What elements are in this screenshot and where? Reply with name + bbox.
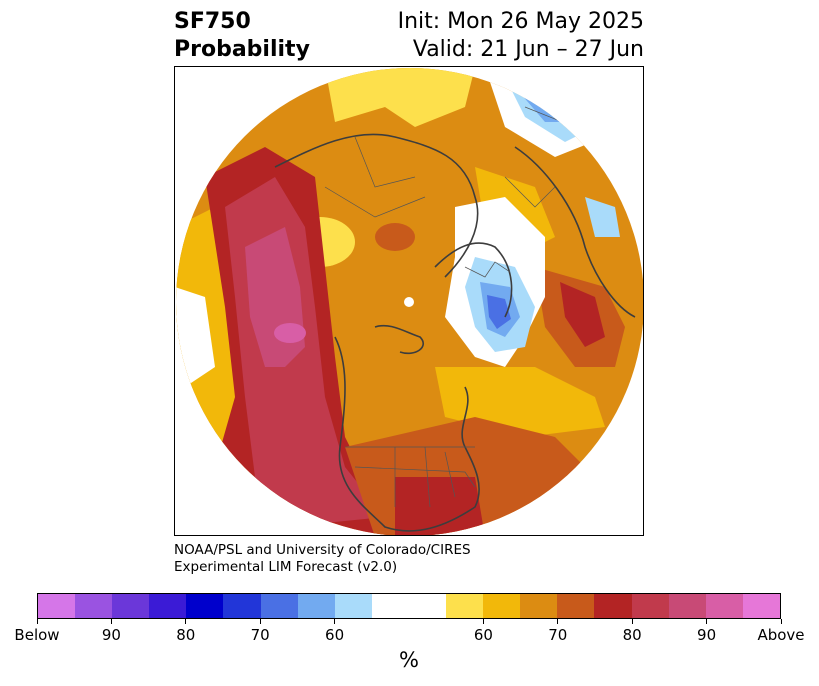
colorbar-tick [482, 619, 484, 624]
colorbar-swatch [371, 594, 409, 618]
colorbar-tick-label: 60 [325, 626, 345, 644]
colorbar-tick-label: Below [14, 626, 60, 644]
colorbar-tick-label: 80 [176, 626, 196, 644]
colorbar-swatch [112, 594, 150, 618]
colorbar-swatch [668, 594, 706, 618]
colorbar-tick-label: 70 [548, 626, 568, 644]
colorbar-swatch [483, 594, 521, 618]
colorbar-tick [259, 619, 261, 624]
colorbar-swatch [446, 594, 484, 618]
colorbar-swatch [334, 594, 372, 618]
probability-field [176, 68, 643, 535]
credit-text: NOAA/PSL and University of Colorado/CIRE… [174, 542, 471, 576]
colorbar-tick [631, 619, 633, 624]
colorbar-swatch [297, 594, 335, 618]
colorbar-swatch [186, 594, 224, 618]
colorbar-tick [36, 619, 38, 624]
colorbar [37, 593, 781, 619]
colorbar-swatch [149, 594, 187, 618]
colorbar-swatch [408, 594, 447, 618]
colorbar-unit: % [399, 648, 419, 672]
colorbar-tick [185, 619, 187, 624]
colorbar-tick [110, 619, 112, 624]
colorbar-swatch [705, 594, 743, 618]
colorbar-tick-label: Above [757, 626, 805, 644]
colorbar-tick-label: 80 [622, 626, 642, 644]
colorbar-swatch [742, 594, 780, 618]
colorbar-tick-label: 70 [250, 626, 270, 644]
colorbar-swatch [38, 594, 76, 618]
valid-range: Valid: 21 Jun – 27 Jun [412, 37, 644, 62]
map-canvas [176, 68, 643, 535]
colorbar-swatch [557, 594, 595, 618]
colorbar-swatch [223, 594, 261, 618]
colorbar-tick [706, 619, 708, 624]
colorbar-tick-label: 90 [697, 626, 717, 644]
colorbar-tick-label: 90 [101, 626, 121, 644]
credit-line-1: NOAA/PSL and University of Colorado/CIRE… [174, 542, 471, 558]
colorbar-swatch [75, 594, 113, 618]
title-probability: Probability [174, 37, 310, 62]
title-variable: SF750 [174, 9, 251, 34]
colorbar-swatch [520, 594, 558, 618]
map-title: SF750 Probability [174, 8, 310, 64]
forecast-dates: Init: Mon 26 May 2025 Valid: 21 Jun – 27… [398, 8, 644, 64]
colorbar-tick [780, 619, 782, 624]
colorbar-swatch [594, 594, 632, 618]
colorbar-tick [334, 619, 336, 624]
colorbar-tick [557, 619, 559, 624]
init-date: Init: Mon 26 May 2025 [397, 9, 644, 34]
credit-line-2: Experimental LIM Forecast (v2.0) [174, 559, 398, 575]
colorbar-tick-label: 60 [473, 626, 493, 644]
colorbar-swatch [631, 594, 669, 618]
probability-map [174, 66, 644, 536]
colorbar-swatch [260, 594, 298, 618]
